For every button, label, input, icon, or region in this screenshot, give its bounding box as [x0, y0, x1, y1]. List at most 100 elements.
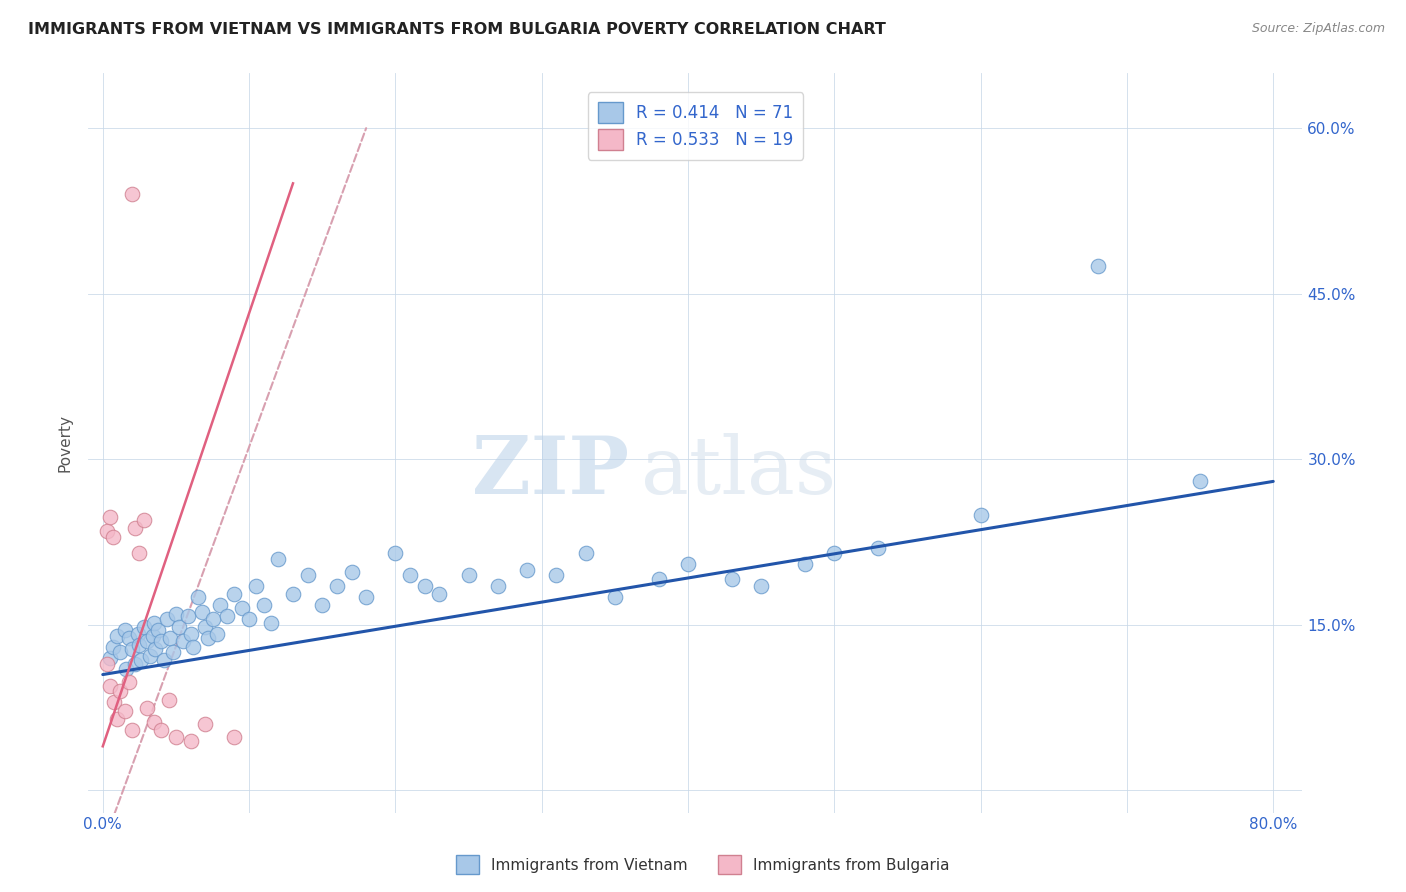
Point	[676, 557, 699, 571]
Point	[457, 568, 479, 582]
Point	[98, 509, 121, 524]
Point	[486, 579, 509, 593]
Point	[205, 626, 228, 640]
Point	[326, 579, 349, 593]
Point	[159, 631, 181, 645]
Point	[101, 530, 124, 544]
Point	[1189, 475, 1212, 489]
Point	[150, 723, 173, 737]
Point	[118, 631, 141, 645]
Point	[297, 568, 319, 582]
Text: atlas: atlas	[641, 434, 835, 511]
Point	[603, 591, 626, 605]
Point	[153, 653, 176, 667]
Point	[194, 717, 217, 731]
Point	[187, 591, 209, 605]
Point	[115, 662, 138, 676]
Point	[194, 620, 217, 634]
Point	[156, 612, 179, 626]
Point	[245, 579, 267, 593]
Point	[110, 684, 132, 698]
Point	[148, 624, 170, 638]
Point	[135, 634, 157, 648]
Point	[124, 521, 146, 535]
Point	[114, 624, 136, 638]
Point	[267, 551, 290, 566]
Point	[110, 645, 132, 659]
Point	[124, 657, 146, 671]
Point	[165, 731, 187, 745]
Text: Source: ZipAtlas.com: Source: ZipAtlas.com	[1251, 22, 1385, 36]
Point	[172, 634, 194, 648]
Point	[162, 645, 184, 659]
Point	[253, 598, 276, 612]
Point	[1087, 259, 1109, 273]
Point	[546, 568, 568, 582]
Point	[823, 546, 845, 560]
Point	[96, 657, 118, 671]
Point	[114, 704, 136, 718]
Point	[340, 565, 363, 579]
Point	[127, 626, 149, 640]
Point	[96, 524, 118, 538]
Point	[281, 587, 304, 601]
Point	[516, 563, 538, 577]
Point	[794, 557, 817, 571]
Point	[132, 620, 155, 634]
Point	[128, 638, 150, 652]
Legend: Immigrants from Vietnam, Immigrants from Bulgaria: Immigrants from Vietnam, Immigrants from…	[450, 849, 956, 880]
Point	[141, 629, 163, 643]
Point	[648, 572, 671, 586]
Point	[180, 626, 202, 640]
Point	[103, 695, 125, 709]
Point	[118, 675, 141, 690]
Point	[145, 642, 167, 657]
Point	[107, 629, 129, 643]
Point	[165, 607, 187, 621]
Point	[427, 587, 450, 601]
Point	[721, 572, 744, 586]
Point	[238, 612, 260, 626]
Point	[574, 546, 596, 560]
Point	[121, 642, 143, 657]
Point	[150, 634, 173, 648]
Point	[180, 733, 202, 747]
Point	[208, 598, 231, 612]
Point	[167, 620, 190, 634]
Point	[98, 679, 121, 693]
Point	[98, 651, 121, 665]
Point	[749, 579, 772, 593]
Point	[121, 723, 143, 737]
Point	[399, 568, 422, 582]
Y-axis label: Poverty: Poverty	[58, 414, 72, 472]
Point	[183, 640, 205, 654]
Point	[143, 615, 166, 630]
Point	[176, 609, 198, 624]
Text: ZIP: ZIP	[471, 434, 628, 511]
Point	[107, 712, 129, 726]
Point	[354, 591, 377, 605]
Point	[121, 187, 143, 202]
Point	[197, 631, 219, 645]
Point	[128, 546, 150, 560]
Point	[969, 508, 991, 522]
Legend: R = 0.414   N = 71, R = 0.533   N = 19: R = 0.414 N = 71, R = 0.533 N = 19	[588, 93, 803, 160]
Point	[224, 587, 246, 601]
Point	[413, 579, 436, 593]
Point	[138, 648, 160, 663]
Point	[384, 546, 406, 560]
Point	[231, 601, 253, 615]
Point	[868, 541, 890, 555]
Point	[143, 714, 166, 729]
Point	[101, 640, 124, 654]
Point	[135, 700, 157, 714]
Point	[217, 609, 239, 624]
Point	[224, 731, 246, 745]
Point	[191, 605, 214, 619]
Point	[132, 513, 155, 527]
Point	[129, 653, 152, 667]
Point	[311, 598, 333, 612]
Point	[157, 693, 180, 707]
Point	[260, 615, 283, 630]
Text: IMMIGRANTS FROM VIETNAM VS IMMIGRANTS FROM BULGARIA POVERTY CORRELATION CHART: IMMIGRANTS FROM VIETNAM VS IMMIGRANTS FR…	[28, 22, 886, 37]
